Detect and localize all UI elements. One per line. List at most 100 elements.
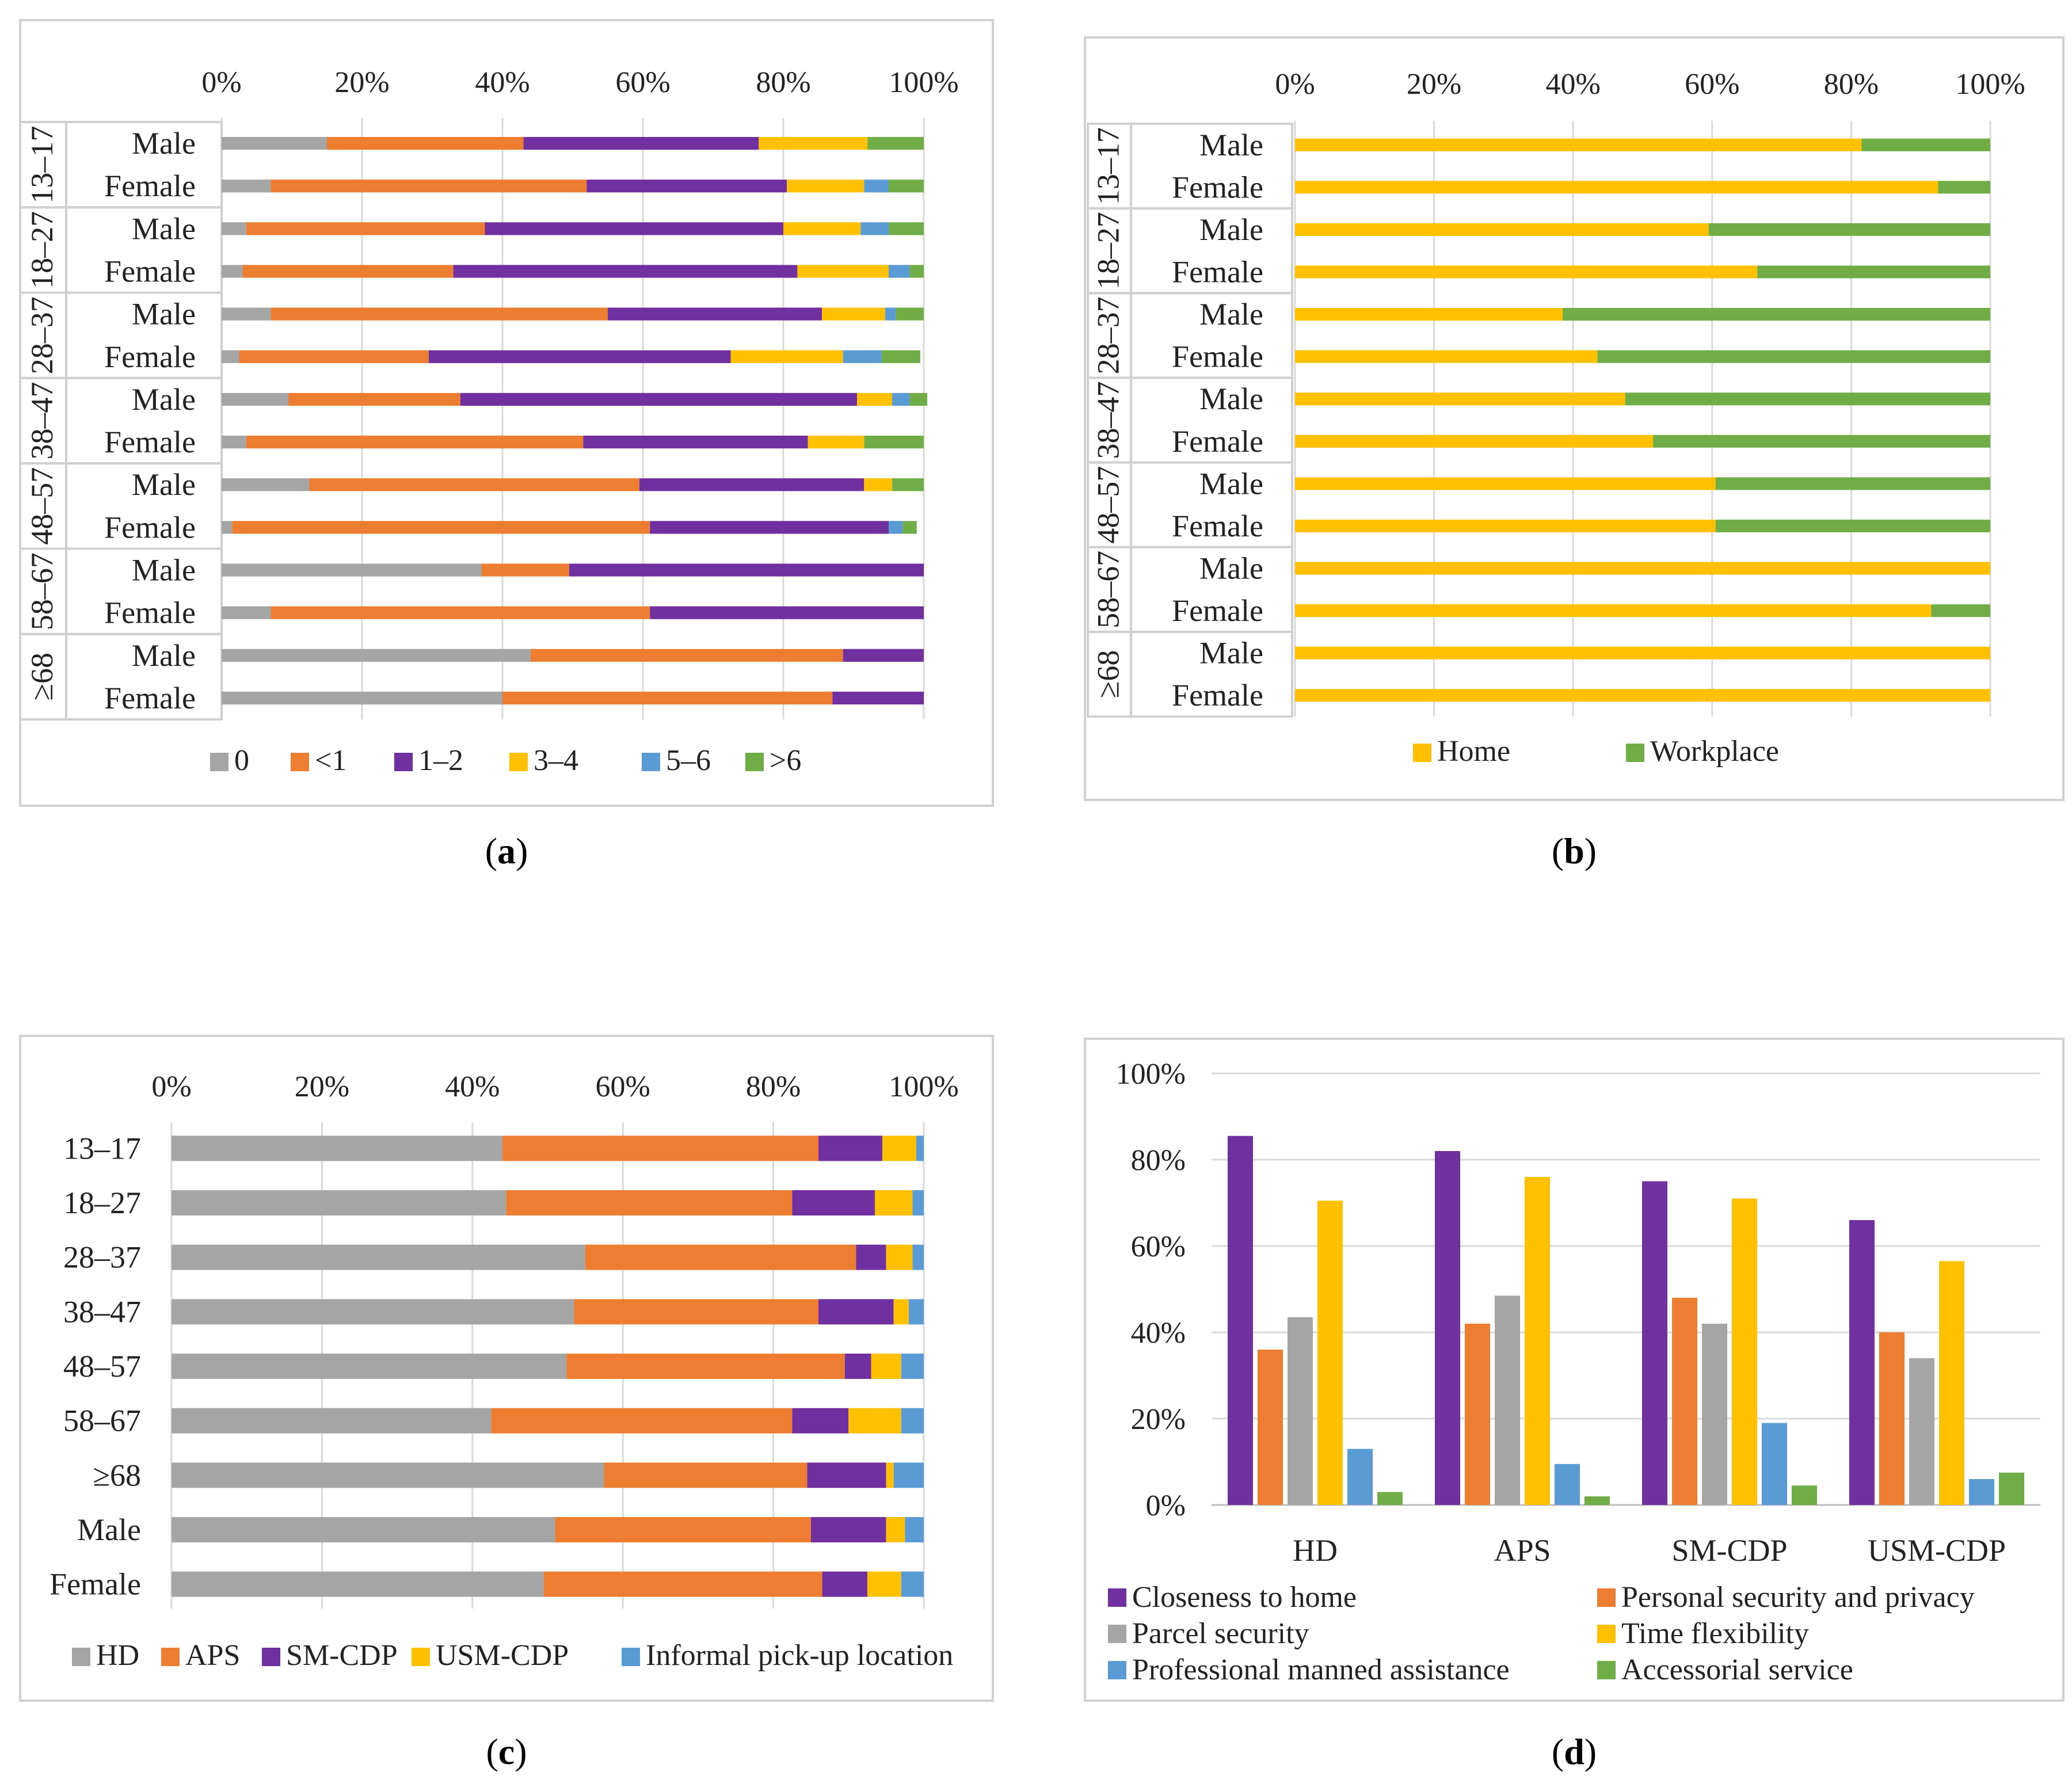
b-bar-28-37-female-workplace	[1597, 350, 1990, 363]
b-group-label-18-27: 18–27	[1091, 212, 1126, 289]
a-bar-48-57-male-lt1	[309, 478, 639, 491]
b-xtick-label: 80%	[1824, 68, 1879, 101]
a-bar-38-47-male-1-2	[460, 393, 858, 406]
b-bar-38-47-male-home	[1295, 393, 1625, 406]
c-bar-58-67-usm-cdp	[848, 1408, 901, 1434]
b-xtick-label: 0%	[1275, 68, 1315, 101]
a-bar-38-47-female-3-4	[808, 435, 864, 449]
a-bar-38-47-male-lt1	[288, 393, 460, 406]
d-bar-aps-closeness-to-home	[1435, 1151, 1460, 1505]
c-legend-label-usm-cdp: USM-CDP	[436, 1639, 569, 1672]
a-xtick-label: 0%	[201, 66, 241, 99]
d-bar-usm-cdp-personal-security-and-privacy	[1879, 1332, 1905, 1505]
a-bar-28-37-male-5-6	[885, 307, 896, 321]
b-bar-38-47-male-workplace	[1625, 393, 1990, 406]
b-row-label-48-57-female: Female	[1172, 509, 1263, 543]
caption-d: (d)	[1552, 1731, 1597, 1772]
c-legend-swatch-hd	[72, 1648, 90, 1666]
c-row-label-13-17: 13–17	[63, 1131, 141, 1165]
a-group-label-13-17: 13–17	[25, 126, 59, 204]
c-row-label-28-37: 28–37	[63, 1240, 141, 1275]
c-bar-male-aps	[555, 1517, 811, 1542]
c-legend-label-hd: HD	[96, 1639, 139, 1672]
a-bar-48-57-female-0	[222, 521, 233, 534]
a-legend-label-0: 0	[234, 744, 249, 777]
c-bar-13-17-usm-cdp	[882, 1135, 916, 1161]
b-row-label-58-67-male: Male	[1199, 551, 1263, 586]
c-legend-label-aps: APS	[185, 1639, 240, 1672]
a-bar-48-57-male-1-2	[639, 478, 864, 491]
b-group-box	[1087, 630, 1293, 718]
a-row-label-18-27-male: Male	[132, 211, 196, 246]
a-bar-18-27-female-gt6	[909, 265, 924, 278]
d-bar-sm-cdp-closeness-to-home	[1642, 1181, 1667, 1505]
a-bar-28-37-female-gt6	[881, 350, 920, 363]
a-bar-18-27-male-1-2	[485, 222, 783, 235]
d-bar-usm-cdp-closeness-to-home	[1849, 1220, 1875, 1505]
c-bar-male-sm-cdp	[810, 1517, 886, 1542]
d-legend-swatch-time-flexibility	[1597, 1625, 1616, 1643]
d-legend-label-parcel-security: Parcel security	[1132, 1617, 1309, 1650]
a-group-label-38-47: 38–47	[25, 382, 59, 460]
c-row-label-male: Male	[77, 1512, 141, 1547]
d-legend-swatch-parcel-security	[1108, 1625, 1126, 1643]
c-row-label-48-57: 48–57	[63, 1349, 141, 1384]
b-row-label-13-17-female: Female	[1172, 170, 1263, 204]
c-bar-male-hd	[172, 1517, 555, 1542]
b-row-label-48-57-male: Male	[1199, 466, 1263, 501]
c-bar-female-hd	[172, 1571, 544, 1597]
d-ytick-label: 100%	[1116, 1058, 1186, 1091]
d-bar-sm-cdp-professional-manned-assistance	[1762, 1423, 1787, 1505]
c-row-label-38-47: 38–47	[63, 1294, 141, 1329]
b-group-label-28-37: 28–37	[1091, 296, 1126, 374]
c-bar-38-47-sm-cdp	[818, 1299, 894, 1325]
a-legend-swatch-lt1	[291, 753, 309, 771]
a-row-label-58-67-male: Male	[132, 553, 196, 588]
a-bar-13-17-female-0	[222, 180, 271, 193]
b-row-label-ge68-female: Female	[1172, 678, 1263, 712]
a-bar-28-37-female-5-6	[843, 350, 882, 363]
c-bar-28-37-informal-pick-up-location	[912, 1244, 924, 1270]
c-bar-48-57-informal-pick-up-location	[901, 1354, 924, 1379]
a-row-label-13-17-male: Male	[132, 126, 196, 161]
a-bar-28-37-female-0	[222, 350, 239, 363]
panel-c: 0% 20% 40% 60% 80% 100% 13–17 18–27 28–37 38–47 48…	[49, 1070, 959, 1672]
d-bar-sm-cdp-time-flexibility	[1732, 1198, 1757, 1505]
a-group-label-ge68: ≥68	[25, 653, 59, 701]
a-legend-label-1-2: 1–2	[418, 744, 463, 777]
a-bar-48-57-female-gt6	[902, 521, 917, 534]
d-bar-usm-cdp-parcel-security	[1909, 1358, 1934, 1505]
d-category-label-sm-cdp: SM-CDP	[1671, 1533, 1787, 1568]
d-legend-label-time-flexibility: Time flexibility	[1621, 1617, 1809, 1650]
d-legend-label-professional-manned-assistance: Professional manned assistance	[1132, 1653, 1510, 1686]
b-legend-swatch-home	[1413, 744, 1431, 762]
c-bar-28-37-sm-cdp	[856, 1244, 886, 1270]
b-xtick-label: 40%	[1546, 68, 1601, 101]
c-bar-18-27-informal-pick-up-location	[912, 1190, 924, 1215]
c-bar-13-17-hd	[172, 1135, 503, 1161]
b-legend-label-home: Home	[1437, 735, 1510, 768]
a-bar-18-27-female-0	[222, 265, 243, 278]
a-xtick-label: 100%	[889, 66, 958, 99]
a-bar-13-17-male-0	[222, 136, 327, 150]
a-bar-13-17-male-1-2	[523, 136, 759, 150]
c-bar-ge68-informal-pick-up-location	[893, 1462, 924, 1488]
c-bar-female-sm-cdp	[822, 1571, 867, 1597]
d-category-label-hd: HD	[1293, 1533, 1338, 1568]
a-bar-28-37-female-lt1	[239, 350, 429, 363]
a-bar-48-57-female-5-6	[889, 521, 903, 534]
c-bar-13-17-informal-pick-up-location	[916, 1135, 924, 1161]
a-group-label-48-57: 48–57	[25, 467, 59, 545]
b-bar-48-57-female-workplace	[1715, 519, 1990, 532]
b-row-label-28-37-male: Male	[1199, 297, 1263, 331]
b-bar-13-17-male-home	[1295, 138, 1862, 151]
c-legend-label-sm-cdp: SM-CDP	[286, 1639, 398, 1672]
caption-a: (a)	[485, 830, 528, 871]
panel-b: 0% 20% 40% 60% 80% 100% 13–17 Male Female 18–27 Ma…	[1087, 68, 2025, 768]
c-bar-48-57-usm-cdp	[871, 1354, 901, 1379]
d-legend-label-closeness-to-home: Closeness to home	[1132, 1581, 1357, 1614]
a-bar-13-17-female-3-4	[787, 180, 864, 193]
panel-d: 0% 20% 40% 60% 80% 100% HD APS SM-CDP USM-CDP Clos…	[1108, 1058, 2040, 1686]
b-bar-38-47-female-home	[1295, 435, 1654, 448]
c-bar-48-57-hd	[172, 1354, 567, 1379]
